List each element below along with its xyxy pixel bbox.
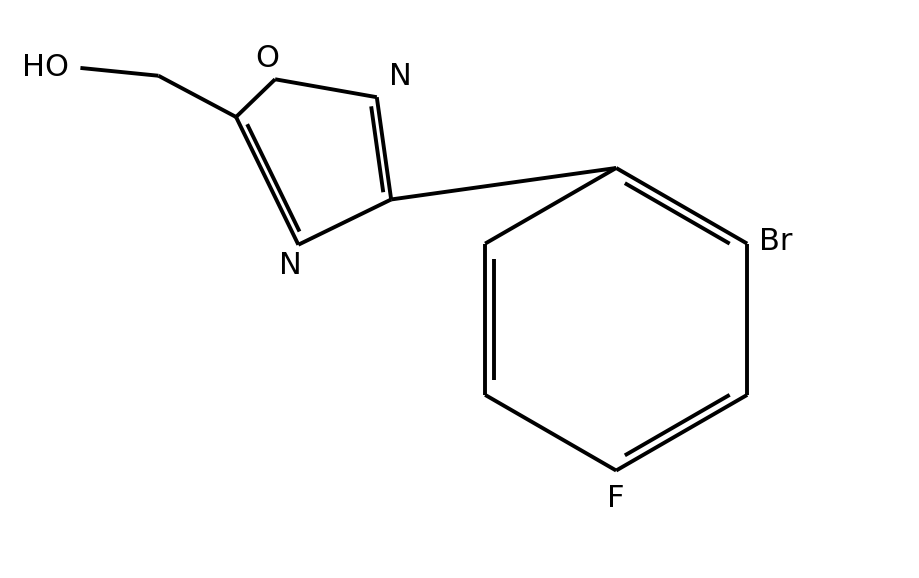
Text: O: O	[255, 45, 279, 73]
Text: N: N	[388, 62, 411, 91]
Text: Br: Br	[758, 227, 791, 256]
Text: N: N	[278, 251, 301, 280]
Text: F: F	[607, 484, 624, 513]
Text: HO: HO	[22, 53, 69, 83]
